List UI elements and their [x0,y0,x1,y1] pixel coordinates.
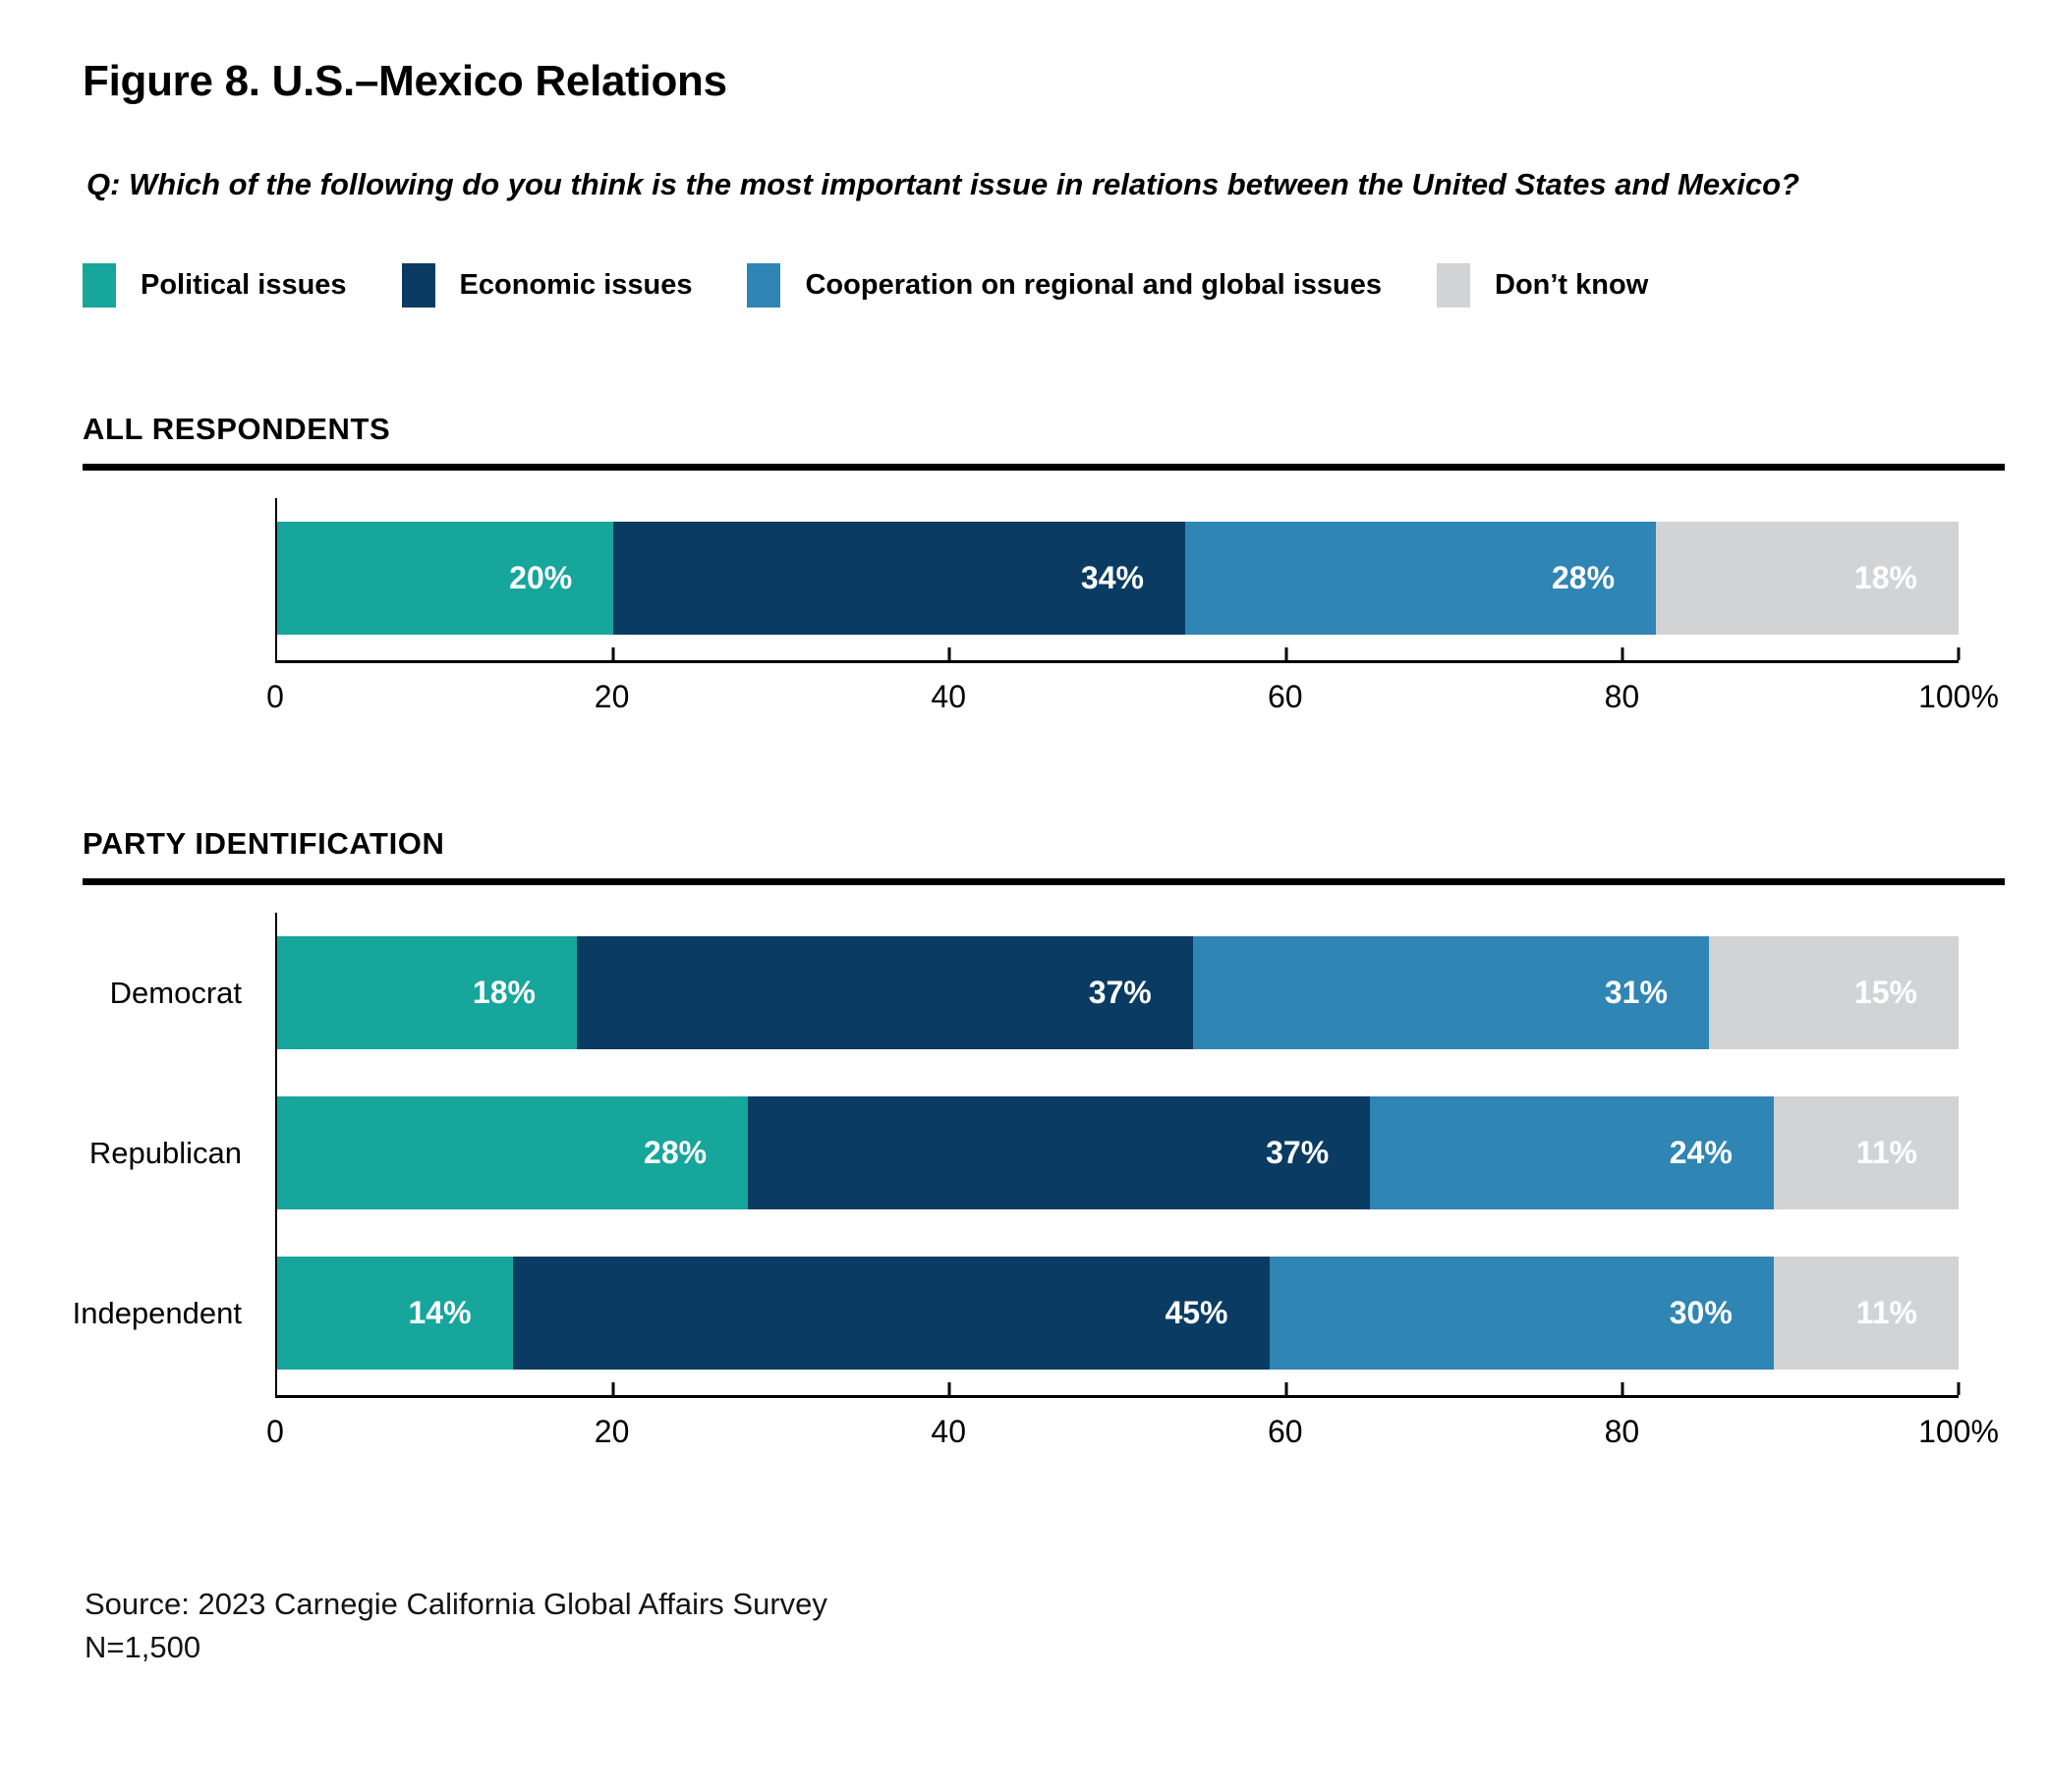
chart-all-respondents: 20% 34% 28% 18% 0 20 40 60 80 100% [266,498,1999,720]
section-all-respondents: ALL RESPONDENTS 20% 34% 28% 18% 0 20 40 60 80 100… [83,412,2005,720]
segment-value-label: 30% [1669,1295,1733,1330]
bar-segment-don-t-know: 15% [1708,936,1959,1049]
category-label-democrat: Democrat [109,975,242,1010]
legend-item-political-issues: Political issues [83,263,347,308]
x-axis [277,1382,1961,1398]
axis-tick-label: 40 [931,1414,966,1449]
sample-size-note: N=1,500 [85,1630,201,1665]
legend-item-label: Cooperation on regional and global issue… [805,269,1382,301]
segment-value-label: 24% [1669,1135,1733,1170]
axis-tick [611,647,615,660]
bar-segment-political-issues: 20% [277,522,614,635]
axis-tick [947,1382,951,1395]
axis-tick-label: 40 [931,679,966,714]
axis-tick-label: 80 [1604,679,1640,714]
segment-value-label: 37% [1266,1135,1330,1170]
category-label-independent: Independent [72,1295,242,1330]
segment-value-label: 37% [1088,975,1152,1010]
section-party-identification: PARTY IDENTIFICATION Democrat 18% 37% 31% 15… [73,826,2005,1455]
x-axis-tick-labels: 0 20 40 60 80 100% [266,1414,1999,1455]
segment-value-label: 11% [1855,1135,1917,1170]
bar-segment-political-issues: 14% [277,1257,513,1370]
segment-value-label: 18% [472,975,536,1010]
axis-tick [1284,647,1288,660]
stacked-bar-all-respondents: 20% 34% 28% 18% [277,522,1959,635]
legend-swatch-icon [401,263,435,308]
legend-swatch-icon [747,263,781,308]
segment-value-label: 45% [1165,1295,1228,1330]
figure-page: Figure 8. U.S.–Mexico Relations Q: Which… [73,57,2005,1669]
bar-row-republican: Republican 28% 37% 24% 11% [89,1096,1959,1209]
axis-tick-label: 20 [594,1414,630,1449]
bar-segment-economic-issues: 37% [576,936,1193,1049]
x-axis [277,647,1961,663]
axis-tick [947,647,951,660]
footer: Source: 2023 Carnegie California Global … [85,1583,2005,1669]
segment-value-label: 15% [1853,975,1917,1010]
bar-segment-don-t-know: 11% [1773,1096,1959,1209]
legend-item-label: Don’t know [1495,269,1649,301]
segment-value-label: 11% [1855,1295,1917,1330]
legend-swatch-icon [1437,263,1470,308]
bar-row-independent: Independent 14% 45% 30% 11% [73,1257,1959,1370]
segment-value-label: 20% [509,560,573,595]
axis-tick-label: 60 [1268,679,1303,714]
axis-tick-label: 100% [1918,1414,1999,1449]
section-divider-rule [83,464,2005,471]
bar-segment-political-issues: 18% [277,936,577,1049]
bar-segment-cooperation-on-regional-and-global-issues: 31% [1192,936,1709,1049]
axis-tick [611,1382,615,1395]
bar-segment-economic-issues: 37% [748,1096,1371,1209]
source-note: Source: 2023 Carnegie California Global … [85,1587,827,1621]
bar-row-democrat: Democrat 18% 37% 31% 15% [110,936,1959,1049]
segment-value-label: 34% [1080,560,1144,595]
legend-item-label: Political issues [141,269,347,301]
bar-segment-political-issues: 28% [277,1096,749,1209]
bar-segment-economic-issues: 34% [613,522,1185,635]
axis-tick-label: 80 [1604,1414,1640,1449]
axis-tick-label: 0 [266,679,284,714]
figure-title: Figure 8. U.S.–Mexico Relations [83,57,727,105]
survey-question: Q: Which of the following do you think i… [86,167,1800,201]
axis-tick-label: 60 [1268,1414,1303,1449]
bar-segment-cooperation-on-regional-and-global-issues: 24% [1370,1096,1774,1209]
bar-segment-cooperation-on-regional-and-global-issues: 28% [1184,522,1657,635]
segment-value-label: 28% [1551,560,1616,595]
category-label-republican: Republican [88,1135,242,1170]
legend-item-cooperation-on-regional-and-global-issues: Cooperation on regional and global issue… [747,263,1382,308]
bar-segment-cooperation-on-regional-and-global-issues: 30% [1269,1257,1774,1370]
axis-tick [1957,647,1961,660]
bar-segment-don-t-know: 18% [1656,522,1959,635]
stacked-bar-independent: 14% 45% 30% 11% [277,1257,1959,1370]
legend-item-label: Economic issues [459,269,693,301]
segment-value-label: 18% [1853,560,1917,595]
axis-tick [1284,1382,1288,1395]
stacked-bar-republican: 28% 37% 24% 11% [277,1096,1959,1209]
axis-tick [1621,1382,1624,1395]
legend-item-economic-issues: Economic issues [401,263,693,308]
bar-segment-economic-issues: 45% [512,1257,1270,1370]
plot-area: 20% 34% 28% 18% [275,498,1961,663]
bar-row-all-respondents: 20% 34% 28% 18% [277,522,1959,635]
section-divider-rule [83,878,2005,885]
segment-value-label: 28% [644,1135,708,1170]
chart-party-identification: Democrat 18% 37% 31% 15% Republican 28% 37% 24% 1… [73,913,1999,1455]
axis-tick [1957,1382,1961,1395]
stacked-bar-democrat: 18% 37% 31% 15% [277,936,1959,1049]
axis-tick-label: 20 [594,679,630,714]
section-heading-all-respondents: ALL RESPONDENTS [83,412,391,446]
segment-value-label: 31% [1604,975,1668,1010]
legend: Political issues Economic issues Cooperati… [83,263,2005,308]
legend-item-don-t-know: Don’t know [1437,263,1648,308]
legend-swatch-icon [83,263,116,308]
axis-tick [1621,647,1624,660]
x-axis-tick-labels: 0 20 40 60 80 100% [266,679,1999,720]
axis-tick-label: 0 [266,1414,284,1449]
bar-segment-don-t-know: 11% [1773,1257,1959,1370]
section-heading-party-identification: PARTY IDENTIFICATION [83,826,445,861]
segment-value-label: 14% [408,1295,472,1330]
axis-tick-label: 100% [1918,679,1999,714]
plot-area: Democrat 18% 37% 31% 15% Republican 28% 37% 24% 1… [73,913,1961,1398]
